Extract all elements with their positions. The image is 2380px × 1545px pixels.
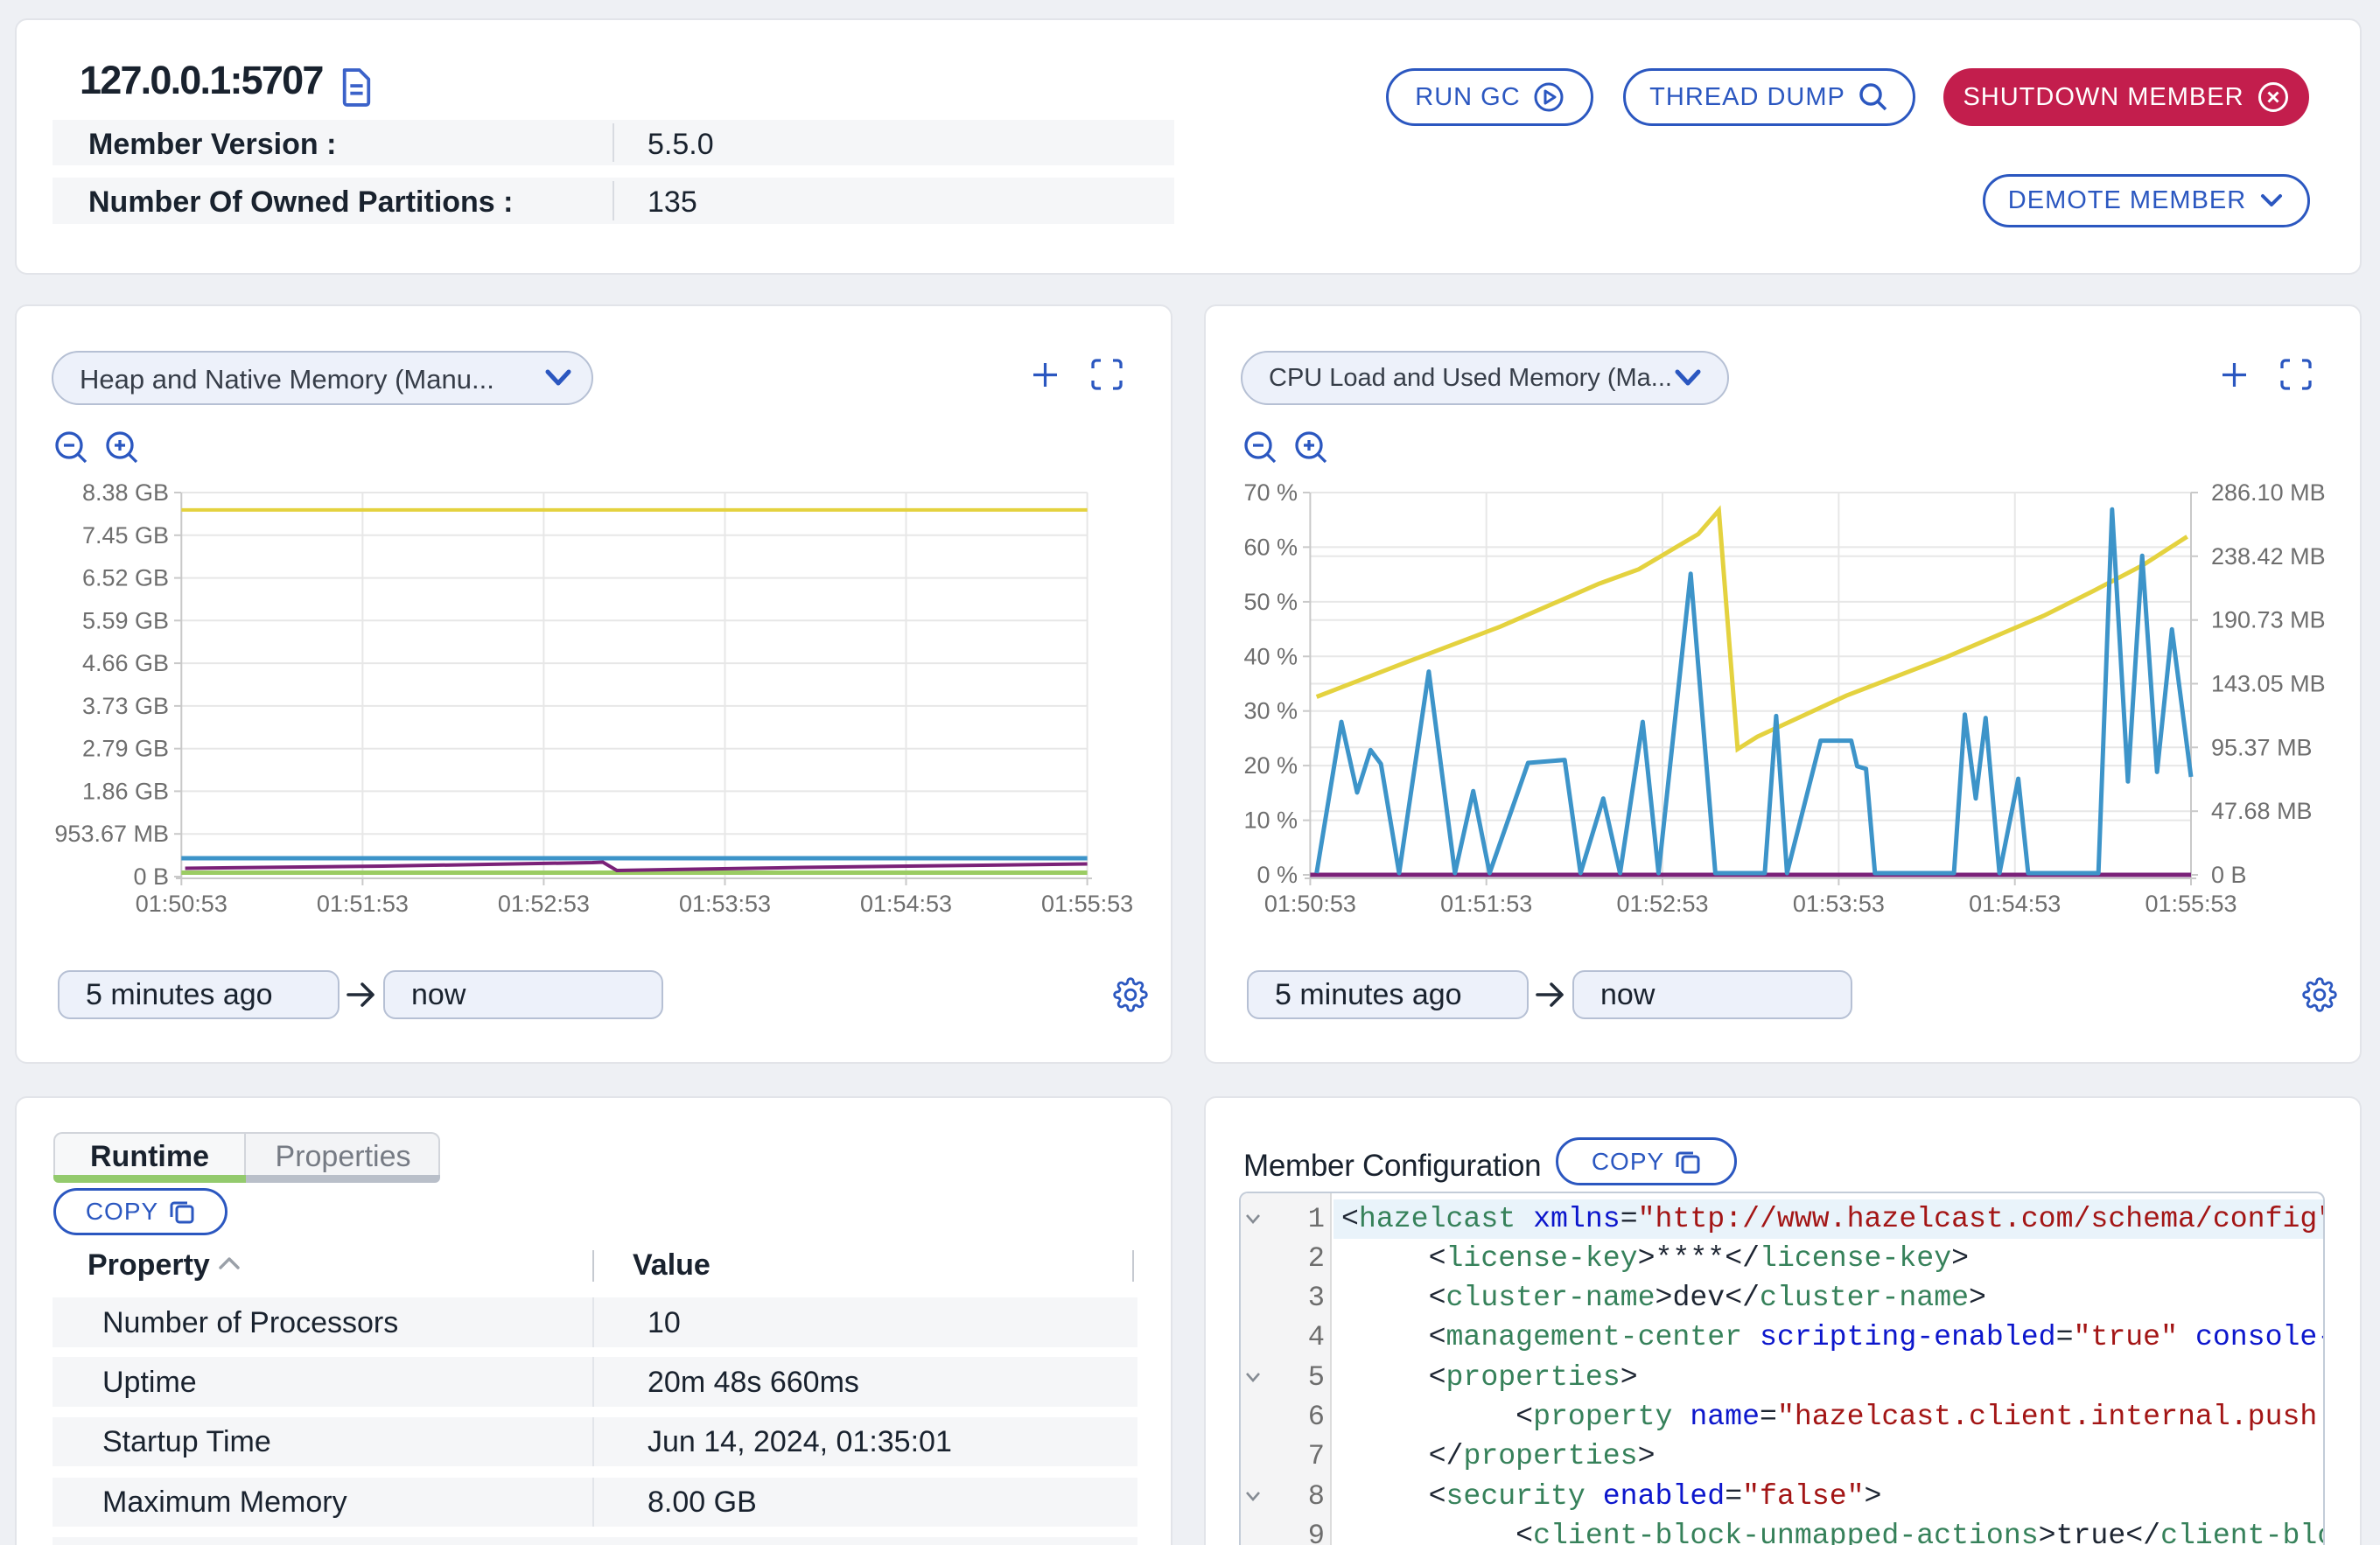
svg-text:30 %: 30 % [1243, 698, 1298, 724]
svg-text:01:54:53: 01:54:53 [860, 891, 952, 917]
svg-text:0 B: 0 B [133, 863, 169, 890]
svg-text:286.10 MB: 286.10 MB [2211, 479, 2326, 506]
svg-text:3.73 GB: 3.73 GB [82, 693, 169, 719]
svg-text:01:50:53: 01:50:53 [136, 891, 228, 917]
svg-text:40 %: 40 % [1243, 643, 1298, 669]
svg-text:47.68 MB: 47.68 MB [2211, 798, 2313, 824]
svg-text:60 %: 60 % [1243, 534, 1298, 560]
svg-text:4.66 GB: 4.66 GB [82, 650, 169, 676]
svg-text:2.79 GB: 2.79 GB [82, 736, 169, 762]
svg-text:70 %: 70 % [1243, 479, 1298, 506]
svg-text:0 B: 0 B [2211, 862, 2247, 888]
svg-text:01:53:53: 01:53:53 [1793, 891, 1885, 917]
svg-text:0 %: 0 % [1256, 862, 1298, 888]
svg-text:1.86 GB: 1.86 GB [82, 778, 169, 804]
svg-text:01:55:53: 01:55:53 [2145, 891, 2236, 917]
svg-text:01:51:53: 01:51:53 [317, 891, 409, 917]
svg-text:10 %: 10 % [1243, 807, 1298, 834]
svg-text:6.52 GB: 6.52 GB [82, 565, 169, 591]
svg-text:01:52:53: 01:52:53 [1616, 891, 1708, 917]
svg-text:01:50:53: 01:50:53 [1264, 891, 1356, 917]
svg-text:01:52:53: 01:52:53 [498, 891, 590, 917]
svg-text:01:51:53: 01:51:53 [1440, 891, 1532, 917]
svg-text:953.67 MB: 953.67 MB [54, 821, 169, 847]
svg-text:190.73 MB: 190.73 MB [2211, 607, 2326, 633]
svg-text:8.38 GB: 8.38 GB [82, 479, 169, 506]
svg-text:143.05 MB: 143.05 MB [2211, 671, 2326, 697]
svg-text:50 %: 50 % [1243, 589, 1298, 615]
svg-text:01:55:53: 01:55:53 [1041, 891, 1133, 917]
svg-text:5.59 GB: 5.59 GB [82, 607, 169, 633]
svg-text:01:54:53: 01:54:53 [1969, 891, 2061, 917]
svg-text:95.37 MB: 95.37 MB [2211, 734, 2313, 760]
svg-text:01:53:53: 01:53:53 [679, 891, 771, 917]
svg-text:20 %: 20 % [1243, 752, 1298, 779]
svg-text:238.42 MB: 238.42 MB [2211, 543, 2326, 570]
svg-text:7.45 GB: 7.45 GB [82, 522, 169, 549]
